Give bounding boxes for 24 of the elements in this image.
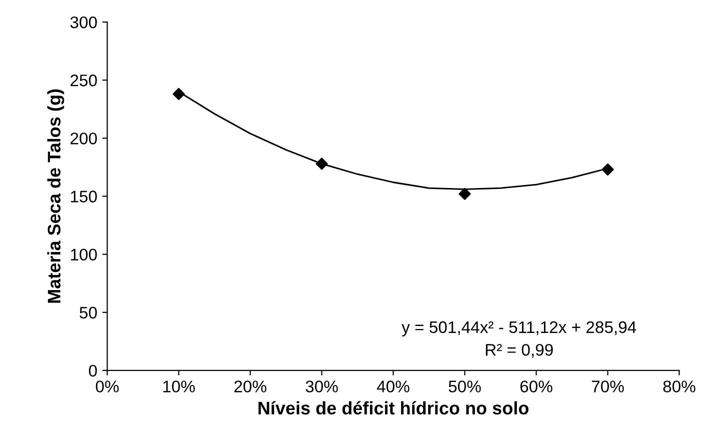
x-tick-label: 70% [592,380,624,392]
annotation: y = 501,44x² - 511,12x + 285,94 [402,321,636,336]
x-tick-label: 60% [520,380,552,392]
point [458,188,471,200]
y-tick-label: 250 [70,74,97,86]
y-tick-label: 150 [70,190,97,202]
point [316,158,328,170]
x-tick-label: 20% [234,380,266,392]
x-tick-label: 40% [376,380,410,392]
x-tick-label: 80% [663,380,696,392]
y-axis-title: Materia Seca de Talos (g) [47,89,64,303]
y-tick-label: 200 [70,132,97,144]
y-tick-label: 50 [80,306,97,319]
y-tick-label: 300 [70,16,97,28]
x-tick-label: 0% [96,380,119,392]
annotation: R² = 0,99 [486,344,553,358]
x-tick-label: 10% [163,380,195,392]
x-axis-title: Níveis de déficit hídrico no solo [258,401,528,415]
y-tick-label: 100 [70,248,97,261]
point [172,88,185,100]
x-tick-label: 30% [306,380,338,392]
x-tick-label: 50% [448,380,481,392]
point [602,163,614,176]
y-tick-label: 0 [88,364,97,377]
